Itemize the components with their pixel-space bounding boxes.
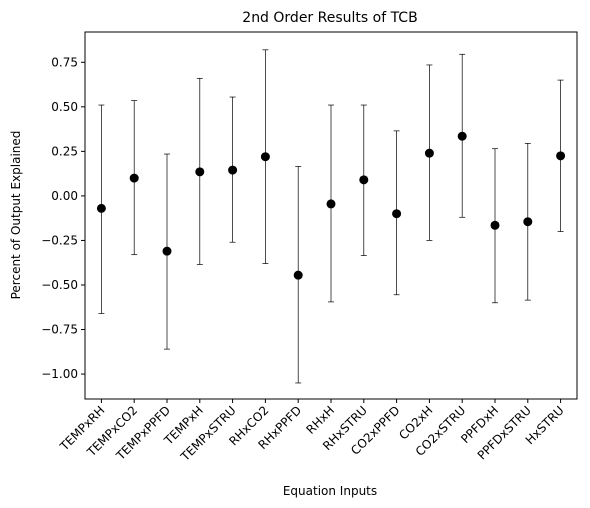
data-point [424, 148, 434, 158]
data-point [260, 152, 270, 162]
data-point [293, 270, 303, 280]
data-point [556, 151, 566, 161]
data-point [129, 173, 139, 183]
y-tick-label: −0.25 [41, 233, 78, 247]
y-tick-label: −0.75 [41, 323, 78, 337]
y-tick-label: −1.00 [41, 367, 78, 381]
y-tick-label: 0.50 [51, 100, 78, 114]
plot-area [96, 49, 566, 384]
data-point [162, 246, 172, 256]
data-point [228, 165, 238, 175]
y-axis-label: Percent of Output Explained [9, 131, 23, 300]
y-tick-label: 0.75 [51, 55, 78, 69]
x-axis-label: Equation Inputs [283, 484, 377, 498]
data-point [326, 199, 336, 209]
y-tick-label: 0.25 [51, 144, 78, 158]
data-point [523, 217, 533, 227]
y-tick-label: 0.00 [51, 189, 78, 203]
chart-title: 2nd Order Results of TCB [242, 10, 417, 26]
y-axis: −1.00 −0.75 −0.50 −0.25 0.00 0.25 0.50 0.75 [41, 55, 85, 381]
data-point [195, 167, 205, 177]
data-point [490, 220, 500, 230]
x-axis: TEMPxRHTEMPxCO2TEMPxPPFDTEMPxHTEMPxSTRUR… [57, 399, 567, 465]
data-point [392, 209, 402, 219]
data-point [457, 131, 467, 141]
data-point [359, 175, 369, 185]
y-tick-label: −0.50 [41, 278, 78, 292]
data-point [96, 203, 106, 213]
